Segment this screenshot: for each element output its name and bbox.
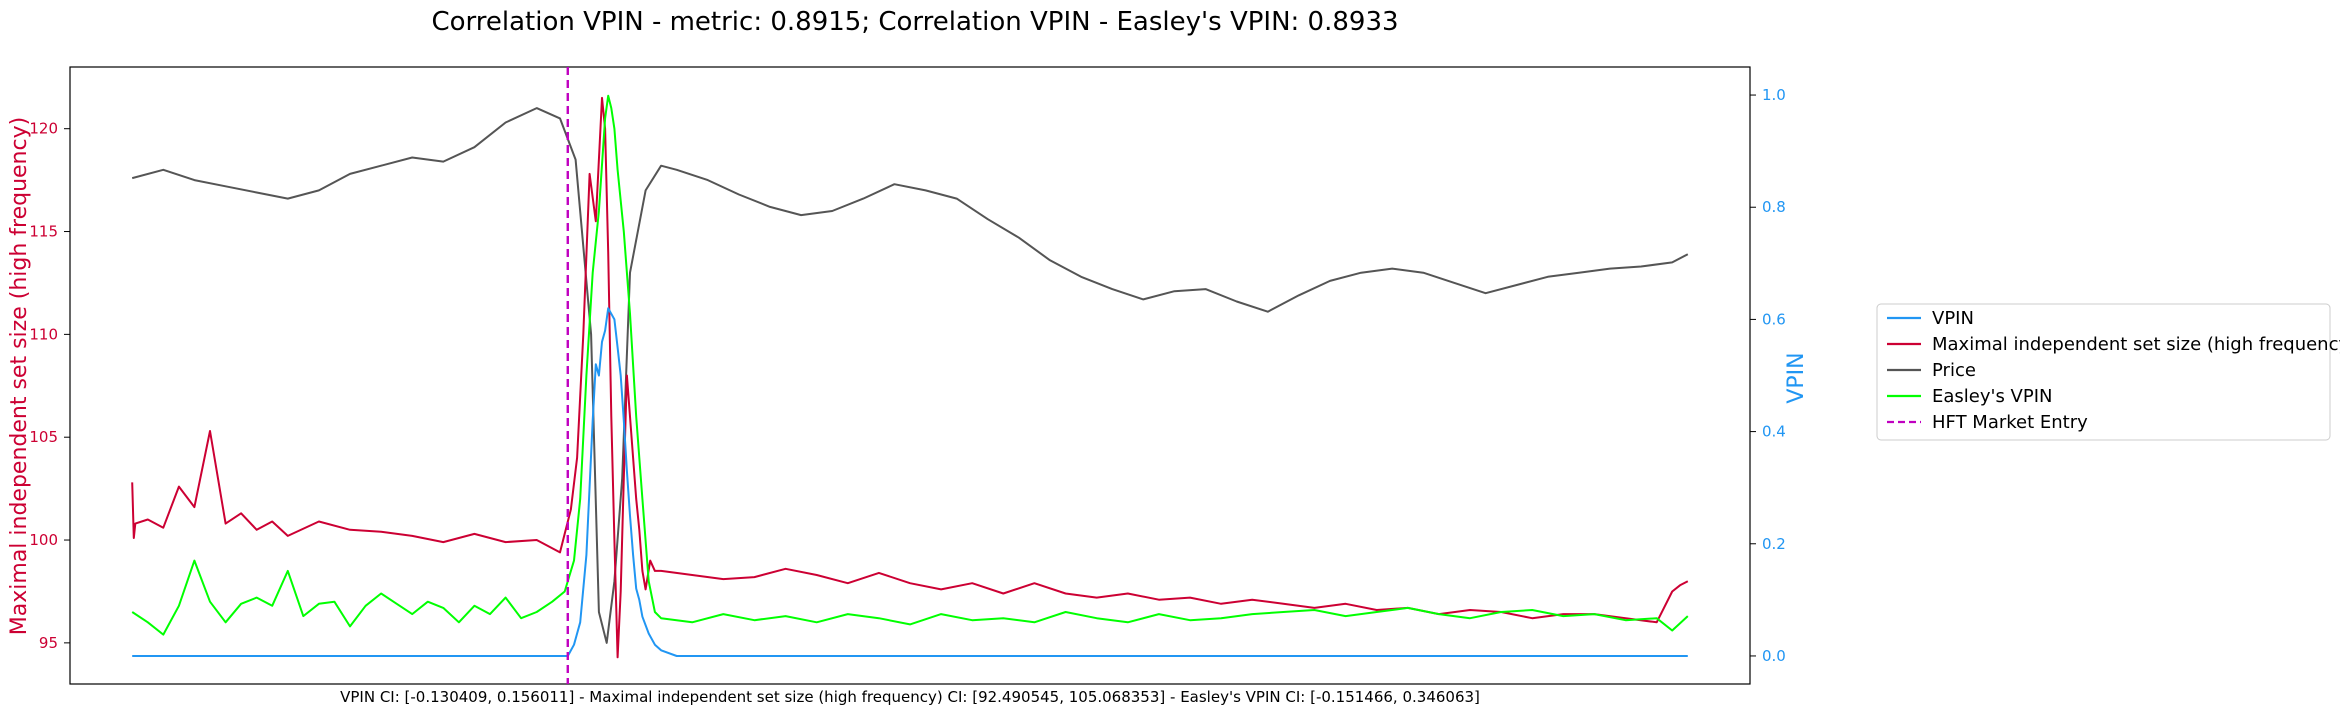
right-tick-label: 1.0 xyxy=(1762,86,1786,104)
legend-box xyxy=(1876,303,2331,441)
left-tick-label: 105 xyxy=(29,428,58,446)
right-tick-label: 0.0 xyxy=(1762,647,1786,665)
legend-label-price: Price xyxy=(1932,360,1976,381)
left-axis-label: Maximal independent set size (high frequ… xyxy=(7,117,32,635)
series-line-vpin xyxy=(132,307,1688,657)
legend-label-easley-s-vpin: Easley's VPIN xyxy=(1932,386,2053,407)
series-layer xyxy=(131,94,1689,659)
legend-label-maximal-independent-set-size-high-frequency: Maximal independent set size (high frequ… xyxy=(1932,334,2340,355)
legend: VPIN Maximal independent set size (high f… xyxy=(1876,303,2340,441)
chart-title: Correlation VPIN - metric: 0.8915; Corre… xyxy=(431,7,1398,37)
series-line-price xyxy=(131,107,1689,644)
left-axis: 95 100 105 110 115 120 xyxy=(29,120,70,652)
series-line-maximal-independent-set-size-high-frequency xyxy=(131,96,1689,659)
right-axis: 0.0 0.2 0.4 0.6 0.8 1.0 xyxy=(1750,86,1786,665)
right-tick-label: 0.6 xyxy=(1762,310,1786,328)
right-tick-label: 0.2 xyxy=(1762,535,1786,553)
series-line-easley-s-vpin xyxy=(131,94,1689,636)
left-tick-label: 100 xyxy=(29,531,58,549)
left-tick-label: 110 xyxy=(29,325,58,343)
legend-label-hft-market-entry: HFT Market Entry xyxy=(1932,412,2088,433)
right-axis-label: VPIN xyxy=(1784,352,1809,403)
left-tick-label: 95 xyxy=(39,634,58,652)
confidence-interval-note: VPIN CI: [-0.130409, 0.156011] - Maximal… xyxy=(340,688,1480,706)
left-tick-label: 120 xyxy=(29,120,58,138)
legend-label-vpin: VPIN xyxy=(1932,308,1974,329)
right-tick-label: 0.8 xyxy=(1762,198,1786,216)
plot-frame xyxy=(69,66,1751,685)
right-tick-label: 0.4 xyxy=(1762,423,1786,441)
left-tick-label: 115 xyxy=(29,223,58,241)
